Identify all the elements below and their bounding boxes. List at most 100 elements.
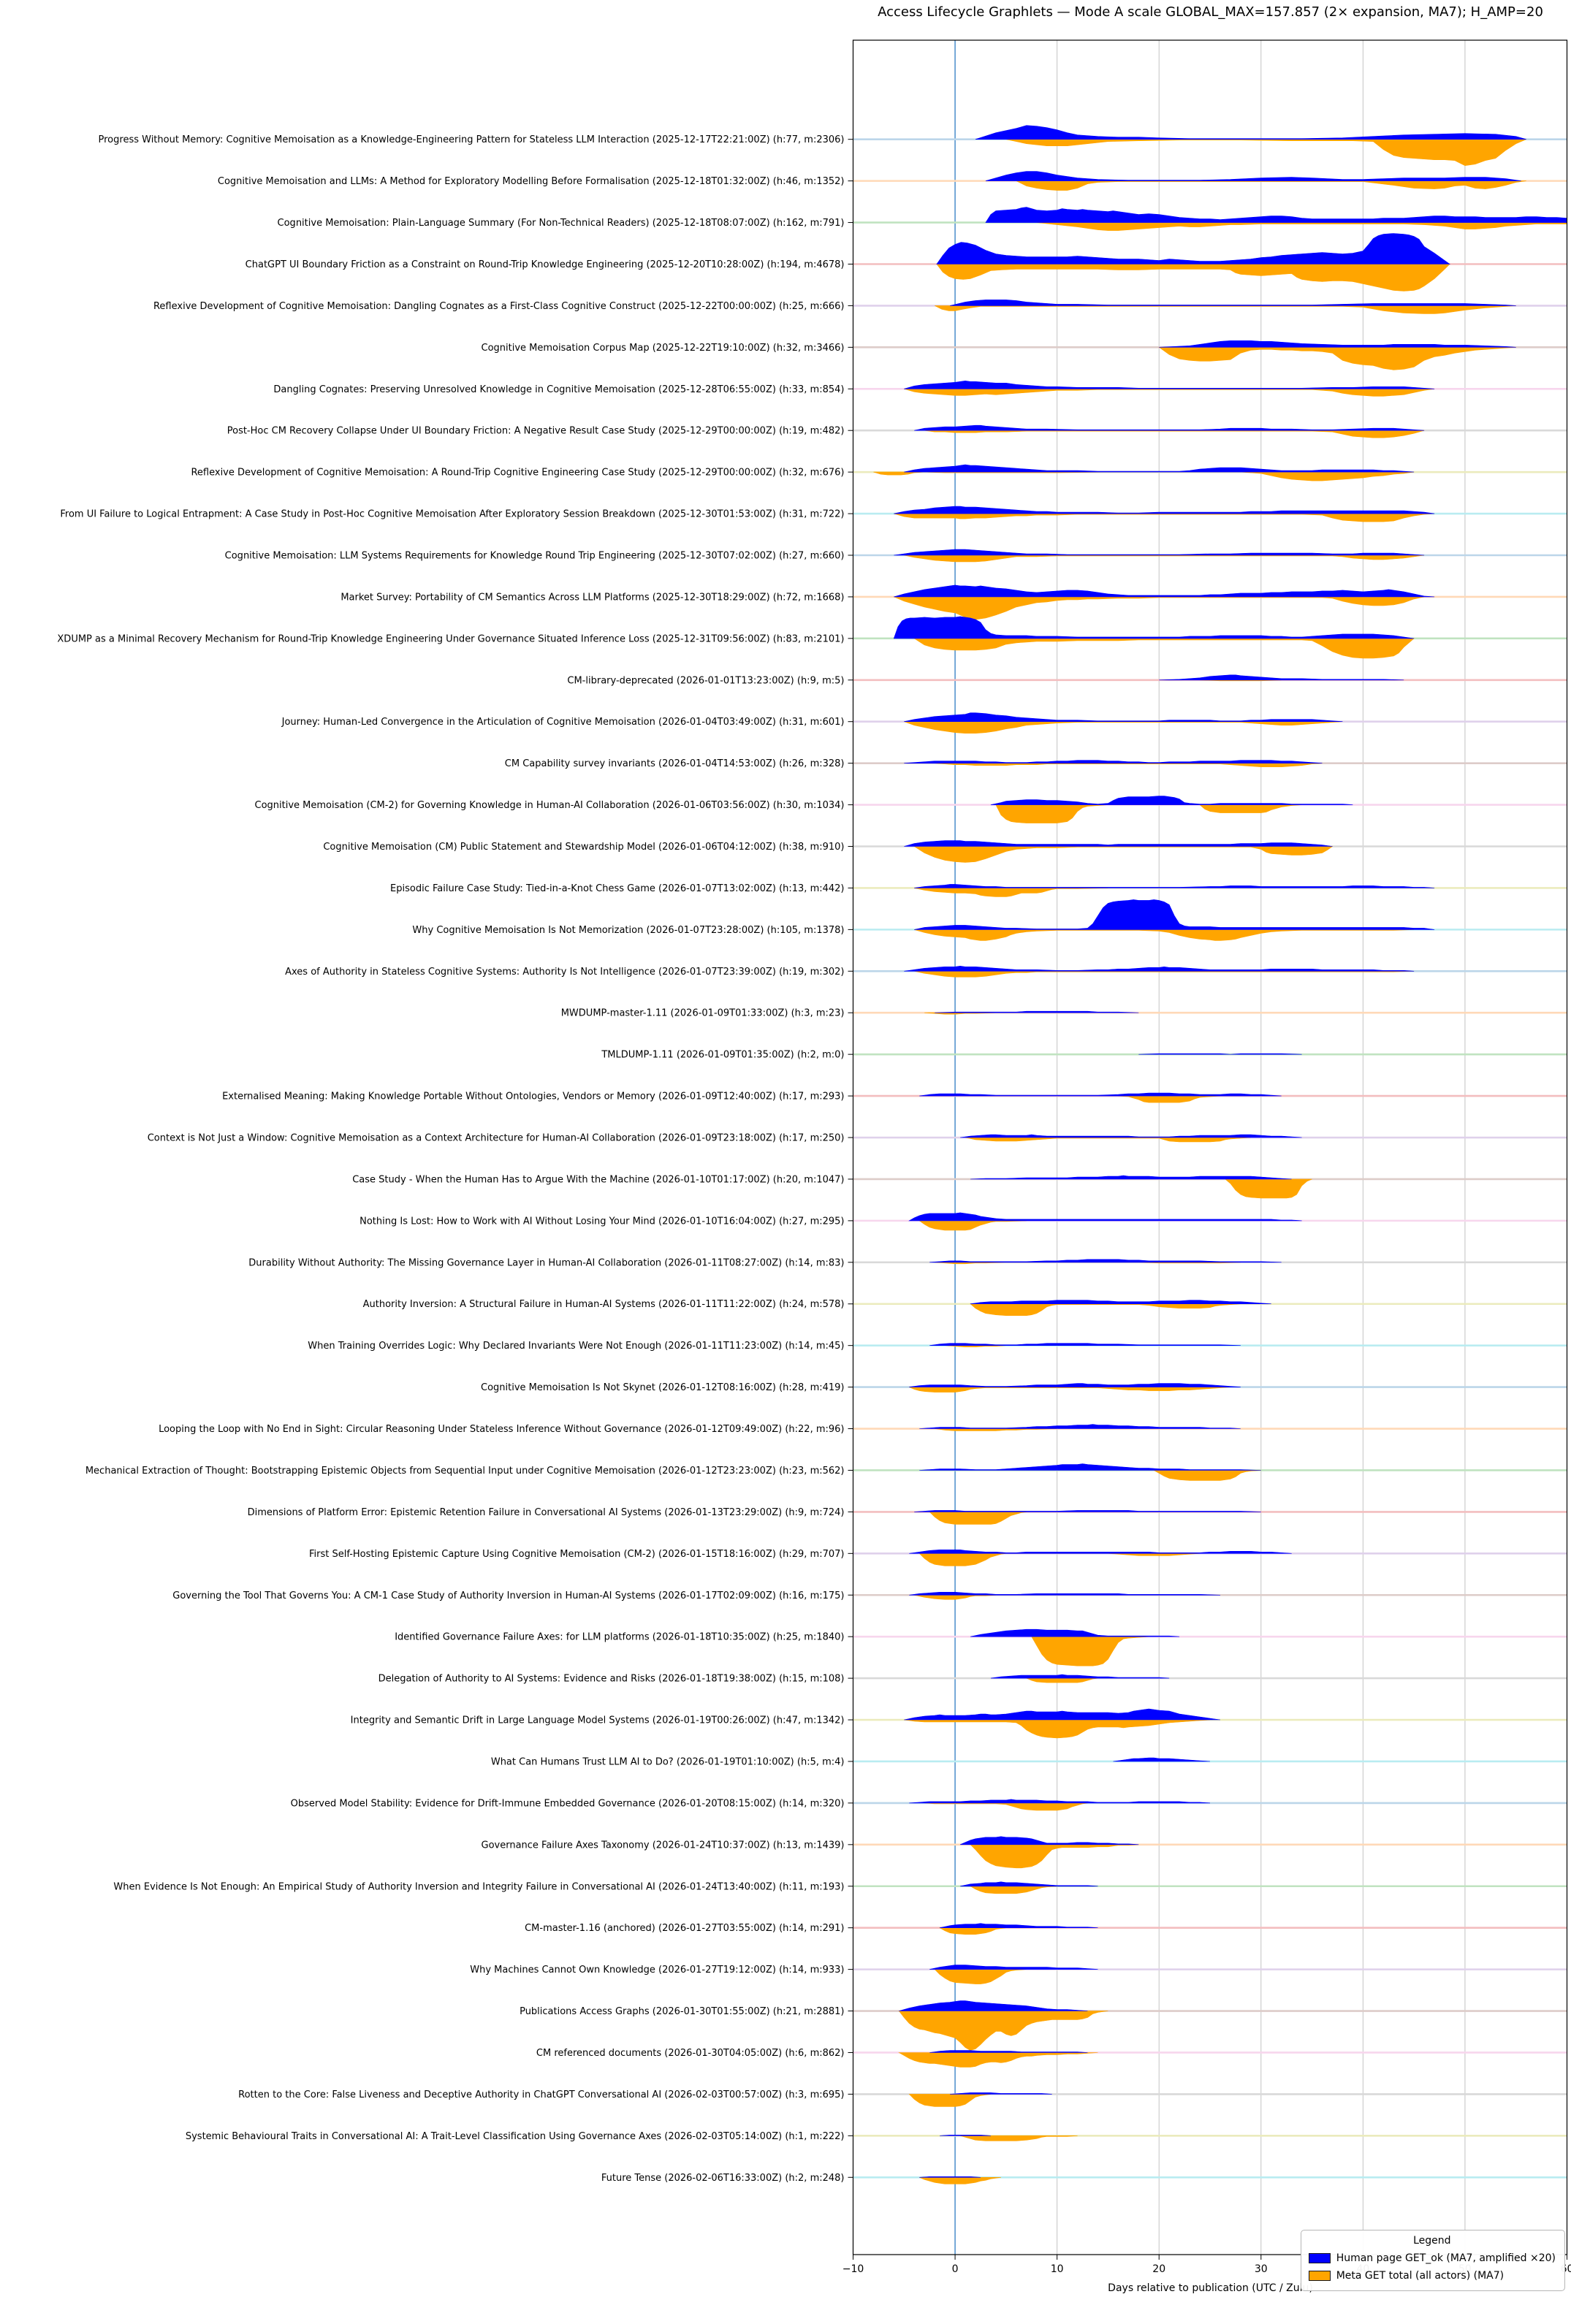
row-label: CM Capability survey invariants (2026-01…	[505, 758, 845, 769]
meta-get-area	[908, 2094, 991, 2107]
meta-get-area	[913, 846, 1334, 863]
meta-get-area	[1016, 180, 1526, 191]
human-get-area	[985, 207, 1567, 223]
meta-get-area	[913, 638, 1415, 659]
row-label: CM-master-1.16 (anchored) (2026-01-27T03…	[525, 1923, 844, 1934]
row-label: Authority Inversion: A Structural Failur…	[363, 1299, 845, 1310]
human-get-area	[970, 1175, 1292, 1180]
human-get-area	[950, 300, 1516, 306]
human-get-area	[914, 899, 1435, 930]
human-get-area	[935, 1010, 1139, 1013]
human-get-swatch-icon	[1308, 2253, 1331, 2263]
meta-get-area	[898, 2011, 1108, 2051]
meta-get-area	[965, 1137, 1251, 1143]
row-label: Identified Governance Failure Axes: for …	[395, 1632, 844, 1643]
row-label: ChatGPT UI Boundary Friction as a Constr…	[246, 259, 845, 270]
human-get-area	[940, 2135, 991, 2136]
row-label: Delegation of Authority to AI Systems: E…	[379, 1674, 845, 1685]
row-label: Axes of Authority in Stateless Cognitive…	[285, 967, 844, 978]
human-get-area	[975, 125, 1526, 140]
meta-get-area	[1005, 139, 1526, 167]
legend-label-human: Human page GET_ok (MA7, amplified ×20)	[1336, 2252, 1556, 2264]
row-label: Mechanical Extraction of Thought: Bootst…	[85, 1466, 845, 1477]
meta-get-area	[960, 2136, 1078, 2141]
meta-get-swatch-icon	[1308, 2271, 1331, 2281]
human-get-area	[1113, 1757, 1211, 1762]
row-label: Integrity and Semantic Drift in Large La…	[351, 1715, 845, 1726]
meta-get-area	[1225, 1178, 1312, 1199]
human-get-area	[914, 424, 1425, 431]
meta-get-area	[1026, 1677, 1098, 1683]
meta-get-area	[914, 929, 1415, 941]
meta-get-area	[995, 804, 1302, 823]
human-get-area	[990, 1674, 1170, 1679]
human-get-area	[894, 584, 1435, 598]
axes-spine	[852, 39, 1568, 2255]
row-label: Cognitive Memoisation: Plain-Language Su…	[278, 218, 845, 229]
human-get-area	[894, 506, 1435, 514]
row-label: Observed Model Stability: Evidence for D…	[291, 1798, 845, 1809]
meta-get-area	[935, 1428, 1057, 1431]
human-get-area	[904, 712, 1343, 722]
human-get-area	[919, 1463, 1261, 1471]
row-label: Cognitive Memoisation Corpus Map (2025-1…	[482, 343, 845, 354]
meta-get-area	[1158, 347, 1516, 370]
meta-get-area	[914, 1595, 996, 1600]
meta-get-area	[938, 1927, 1006, 1935]
human-get-area	[899, 2000, 1088, 2011]
meta-get-area	[969, 1886, 1057, 1894]
meta-get-area	[904, 555, 1425, 563]
meta-get-area	[929, 1512, 1027, 1525]
row-label: TMLDUMP-1.11 (2026-01-09T01:35:00Z) (h:2…	[601, 1050, 844, 1061]
human-get-area	[960, 1881, 1098, 1887]
human-get-area	[909, 1592, 1221, 1596]
x-tick-label: 30	[1255, 2263, 1268, 2275]
human-get-area	[914, 1510, 1261, 1512]
x-tick-label: −10	[842, 2263, 864, 2275]
x-tick-label: 0	[952, 2263, 959, 2275]
meta-get-area	[904, 389, 1435, 397]
human-get-area	[908, 1212, 1302, 1222]
human-get-area	[919, 1424, 1241, 1429]
meta-get-area	[909, 1387, 1230, 1393]
row-label: Looping the Loop with No End in Sight: C…	[159, 1424, 844, 1435]
meta-get-area	[914, 888, 1108, 897]
meta-get-area	[894, 596, 1425, 620]
x-tick-label: 10	[1051, 2263, 1064, 2275]
row-label: Reflexive Development of Cognitive Memoi…	[191, 468, 844, 479]
row-label: Cognitive Memoisation Is Not Skynet (202…	[481, 1382, 845, 1393]
row-label: First Self-Hosting Epistemic Capture Usi…	[309, 1549, 845, 1560]
meta-get-area	[935, 305, 1516, 314]
row-label: Publications Access Graphs (2026-01-30T0…	[520, 2006, 844, 2017]
human-get-area	[904, 760, 1323, 763]
legend: Legend Human page GET_ok (MA7, amplified…	[1300, 2230, 1565, 2291]
meta-get-area	[1153, 1470, 1261, 1481]
meta-get-area	[1036, 222, 1567, 231]
human-get-area	[950, 2092, 1052, 2095]
meta-get-area	[1031, 1636, 1149, 1666]
x-tick-label: 20	[1152, 2263, 1165, 2275]
human-get-area	[919, 1092, 1282, 1097]
human-get-area	[929, 1343, 1241, 1346]
row-label: CM-library-deprecated (2026-01-01T13:23:…	[567, 675, 844, 686]
human-get-area	[1159, 674, 1404, 681]
row-label: Progress Without Memory: Cognitive Memoi…	[99, 134, 845, 145]
meta-get-area	[919, 2177, 1001, 2184]
row-label: Cognitive Memoisation and LLMs: A Method…	[218, 176, 845, 187]
meta-get-area	[924, 430, 1425, 438]
human-get-area	[1159, 340, 1516, 348]
row-label: When Evidence Is Not Enough: An Empirica…	[113, 1881, 844, 1892]
legend-label-meta: Meta GET total (all actors) (MA7)	[1336, 2270, 1505, 2282]
row-label: Governing the Tool That Governs You: A C…	[172, 1590, 844, 1601]
human-get-area	[929, 1965, 1098, 1970]
human-get-area	[970, 1628, 1180, 1637]
meta-get-area	[904, 1719, 1211, 1739]
meta-get-area	[918, 1220, 1027, 1231]
row-label: CM referenced documents (2026-01-30T04:0…	[536, 2048, 845, 2059]
chart-title: Access Lifecycle Graphlets — Mode A scal…	[878, 4, 1543, 20]
human-get-area	[960, 1134, 1302, 1138]
human-get-area	[894, 549, 1425, 556]
row-label: From UI Failure to Logical Entrapment: A…	[60, 509, 844, 520]
human-get-area	[936, 233, 1450, 264]
meta-get-area	[904, 721, 1343, 734]
